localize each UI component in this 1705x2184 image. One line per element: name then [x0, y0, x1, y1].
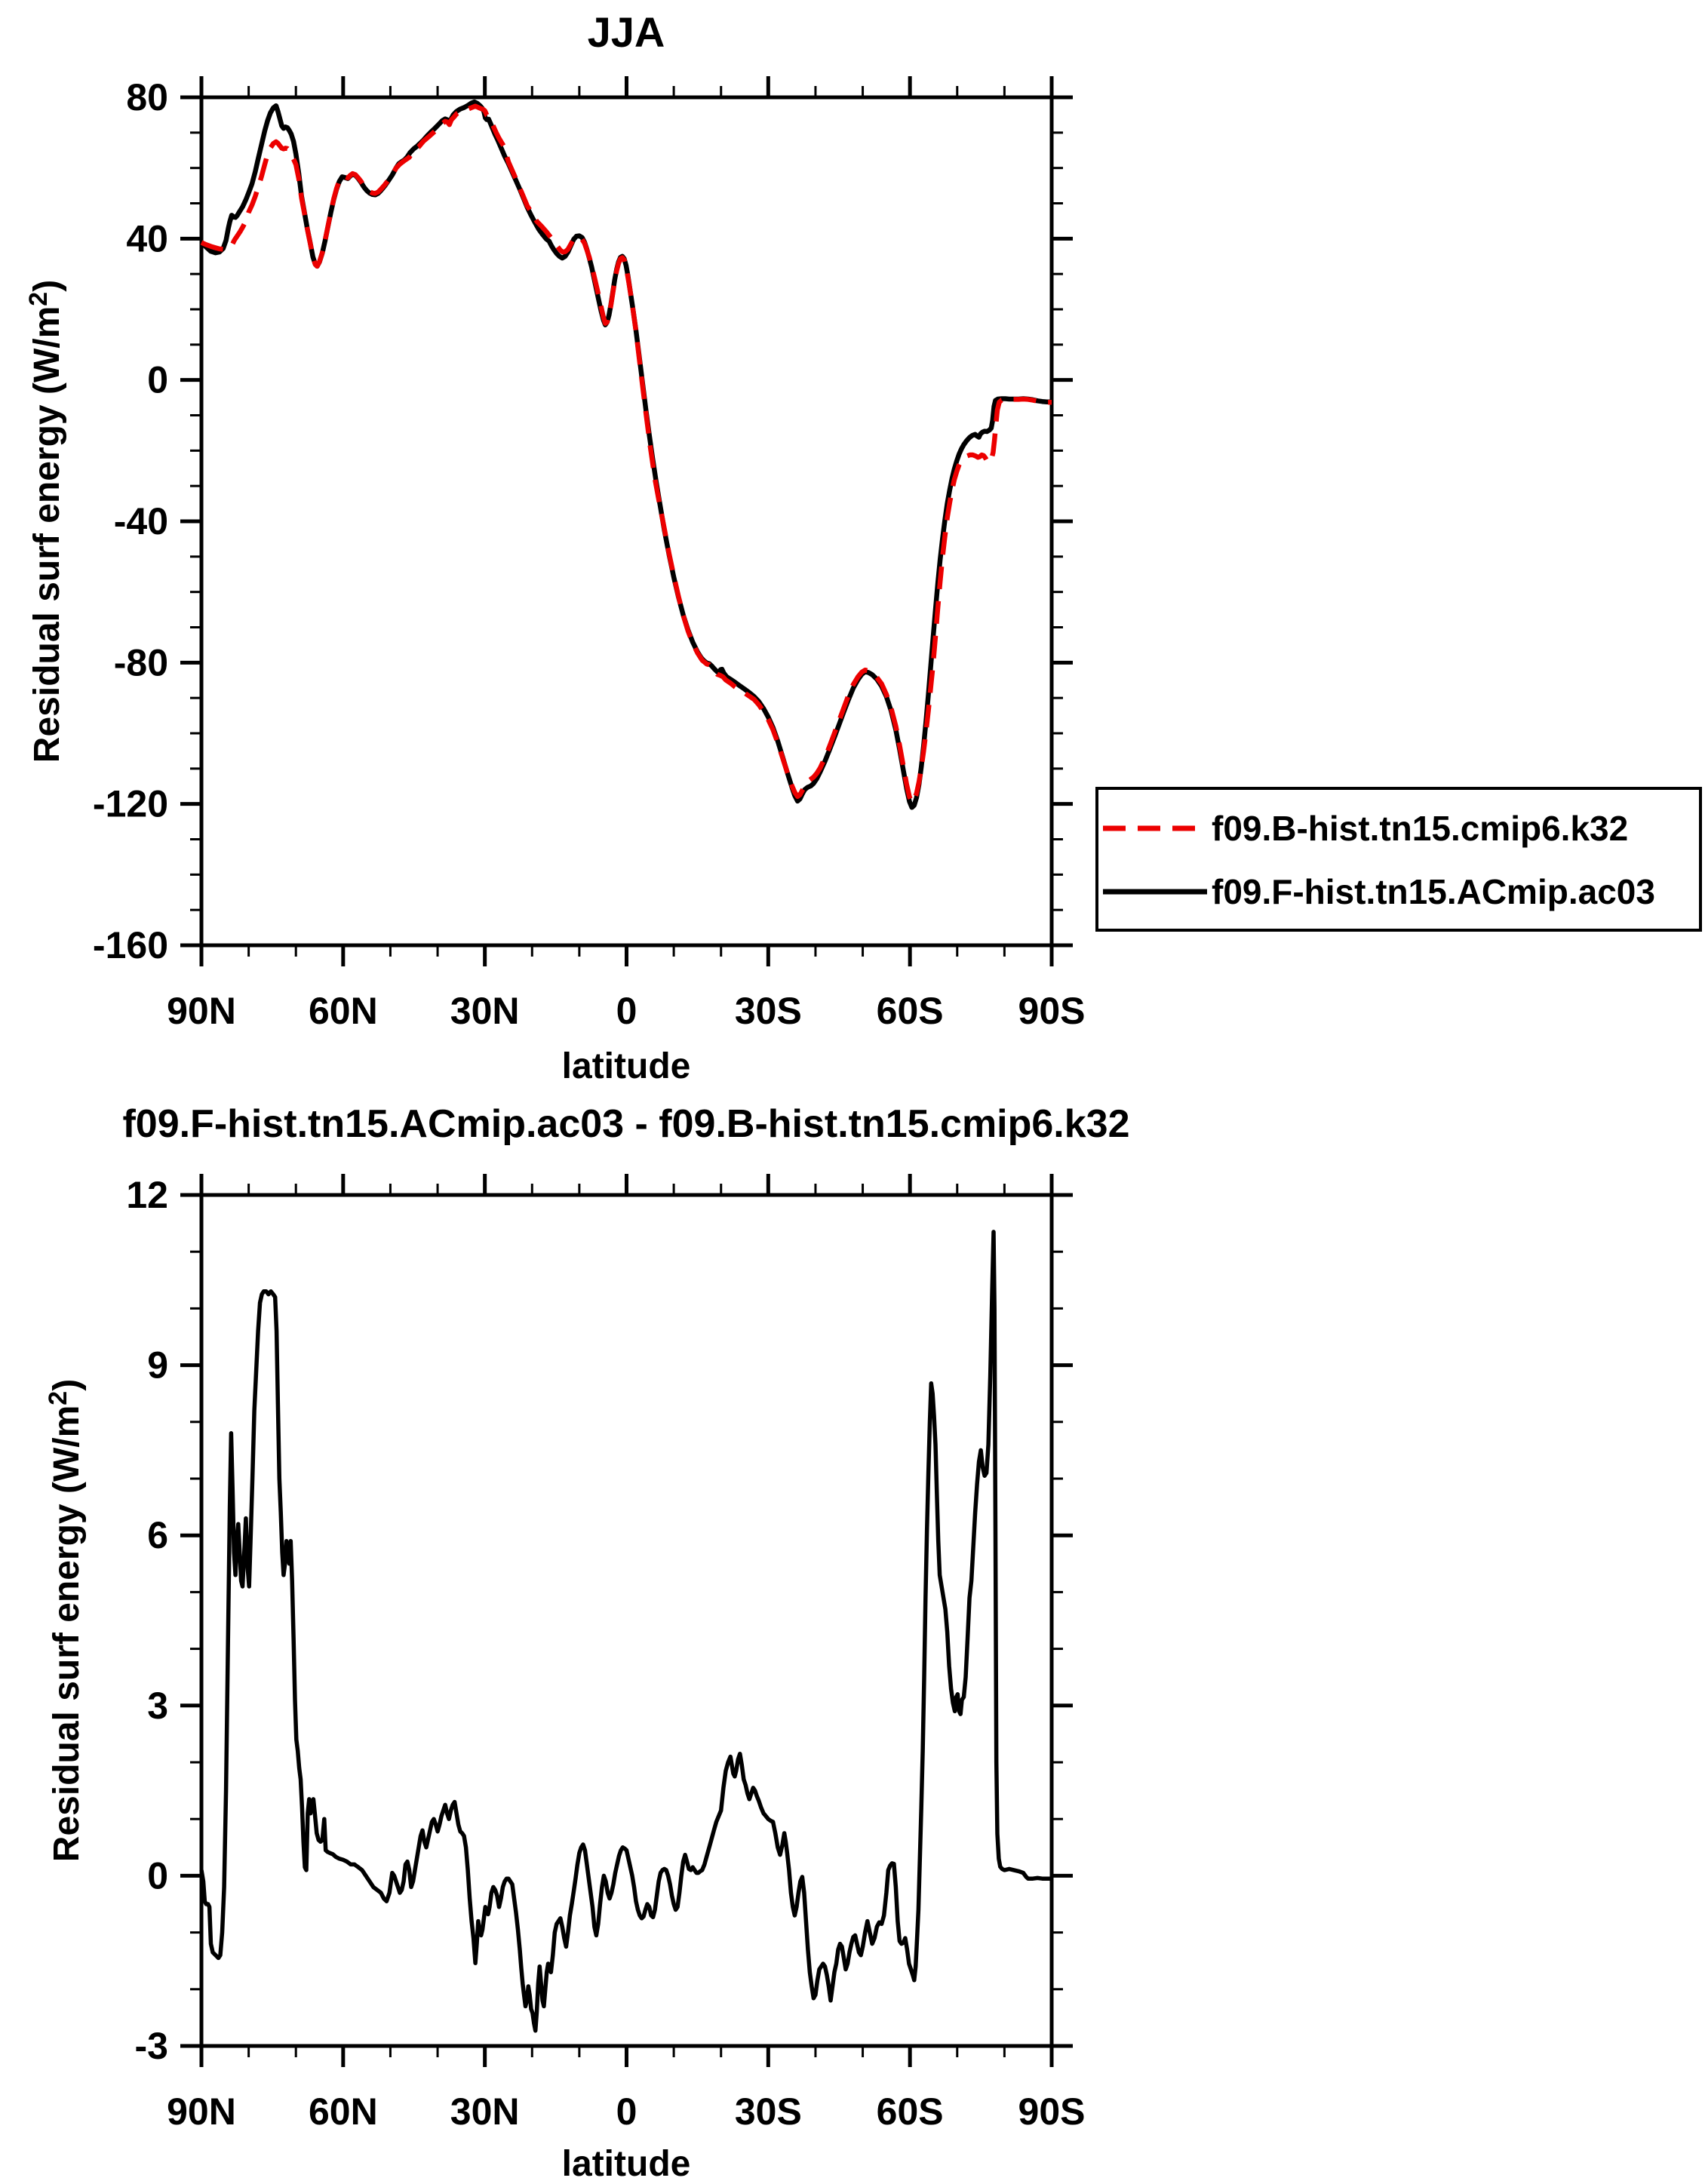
y-tick-label: 6: [147, 1514, 168, 1556]
bottom-chart-axes: 90N 60N 30N 0 30S 60S 90S 12 9 6 3 0 -3: [126, 1174, 1085, 2133]
y-tick-label: 0: [147, 359, 168, 401]
y-tick-label: -80: [114, 641, 168, 683]
top-chart: JJA Residual surf energy (W/m2) 90N 60N 30…: [24, 8, 1702, 1086]
top-x-axis-label: latitude: [562, 1046, 691, 1086]
y-tick-label: 9: [147, 1344, 168, 1387]
top-chart-axes: 90N 60N 30N 0 30S 60S 90S 80 40 0 -40 -80 -120 -160: [93, 76, 1086, 1032]
x-tick-label: 60S: [877, 2090, 944, 2133]
x-tick-label: 60S: [877, 990, 944, 1032]
x-tick-label: 60N: [309, 990, 378, 1032]
legend: f09.B-hist.tn15.cmip6.k32 f09.F-hist.tn1…: [1095, 787, 1702, 932]
series-f09-f-hist-tn15-acmip-ac03-minus-f09-b-hist-tn15-cmip6-k32: [199, 1230, 1052, 2033]
bottom-x-axis-label: latitude: [562, 2144, 691, 2184]
bottom-chart-title: f09.F-hist.tn15.ACmip.ac03 - f09.B-hist.…: [122, 1102, 1129, 1146]
x-tick-label: 30N: [450, 2090, 520, 2133]
bottom-y-axis-label: Residual surf energy (W/m2): [44, 1379, 87, 1862]
y-tick-label: 0: [147, 1854, 168, 1897]
y-tick-label: 80: [126, 76, 168, 118]
x-tick-label: 30S: [735, 990, 802, 1032]
y-tick-label: -120: [93, 783, 168, 825]
y-tick-label: 3: [147, 1685, 168, 1727]
top-y-axis-label: Residual surf energy (W/m2): [24, 280, 67, 763]
legend-label-b-hist: f09.B-hist.tn15.cmip6.k32: [1212, 809, 1628, 848]
x-tick-label: 30S: [735, 2090, 802, 2133]
x-tick-label: 90S: [1018, 2090, 1086, 2133]
y-tick-label: -40: [114, 500, 168, 542]
y-tick-label: 40: [126, 217, 168, 260]
legend-box: [1095, 787, 1702, 932]
x-tick-label: 90N: [167, 2090, 236, 2133]
y-tick-label: 12: [126, 1174, 168, 1216]
x-tick-label: 60N: [309, 2090, 378, 2133]
x-tick-label: 90N: [167, 990, 236, 1032]
x-tick-label: 90S: [1018, 990, 1086, 1032]
bottom-chart-series: [199, 1230, 1052, 2033]
x-tick-label: 0: [616, 990, 637, 1032]
y-tick-label: -160: [93, 924, 168, 966]
y-tick-label: -3: [135, 2025, 168, 2067]
series-f09-f-hist-tn15-acmip-ac03: [199, 99, 1052, 810]
x-tick-label: 0: [616, 2090, 637, 2133]
top-chart-title: JJA: [588, 8, 665, 56]
top-chart-series: [199, 99, 1052, 810]
legend-label-f-hist: f09.F-hist.tn15.ACmip.ac03: [1212, 872, 1655, 911]
x-tick-label: 30N: [450, 990, 520, 1032]
bottom-chart: f09.F-hist.tn15.ACmip.ac03 - f09.B-hist.…: [44, 1102, 1130, 2184]
